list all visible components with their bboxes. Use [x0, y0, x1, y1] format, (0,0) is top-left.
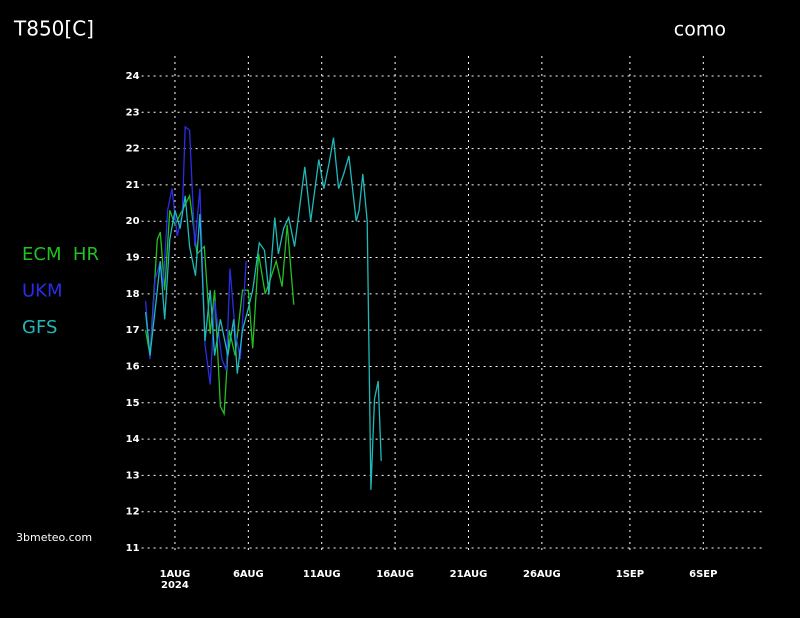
x-tick-label: 1SEP	[616, 569, 644, 580]
legend-entry: ECM HR	[22, 244, 99, 265]
y-tick-label: 23	[126, 107, 140, 118]
y-tick-label: 22	[126, 144, 140, 155]
y-tick-label: 16	[126, 361, 140, 372]
y-tick-label: 11	[126, 543, 140, 554]
y-tick-label: 13	[126, 470, 140, 481]
series-line	[144, 137, 382, 490]
legend-entry: UKM	[22, 281, 63, 302]
y-tick-label: 14	[126, 434, 140, 445]
y-tick-label: 19	[126, 253, 140, 264]
y-tick-label: 20	[126, 216, 140, 227]
x-tick-label: 11AUG	[303, 569, 341, 580]
x-tick-label: 1AUG	[160, 569, 191, 580]
x-tick-label: 26AUG	[523, 569, 561, 580]
x-tick-label: 21AUG	[450, 569, 488, 580]
location: como	[674, 19, 726, 41]
y-tick-label: 17	[126, 325, 140, 336]
chart-title: T850[C]	[13, 17, 94, 41]
series-line	[144, 193, 295, 417]
legend-entry: GFS	[22, 317, 57, 338]
series-line	[144, 125, 247, 385]
x-tick-label: 6AUG	[233, 569, 264, 580]
x-tick-label: 6SEP	[689, 569, 717, 580]
y-tick-label: 12	[126, 507, 140, 518]
y-tick-label: 24	[126, 71, 140, 82]
y-tick-label: 21	[126, 180, 140, 191]
x-year-label: 2024	[161, 580, 189, 591]
y-tick-label: 18	[126, 289, 140, 300]
source: 3bmeteo.com	[16, 531, 92, 544]
y-tick-label: 15	[126, 398, 140, 409]
x-tick-label: 16AUG	[376, 569, 414, 580]
